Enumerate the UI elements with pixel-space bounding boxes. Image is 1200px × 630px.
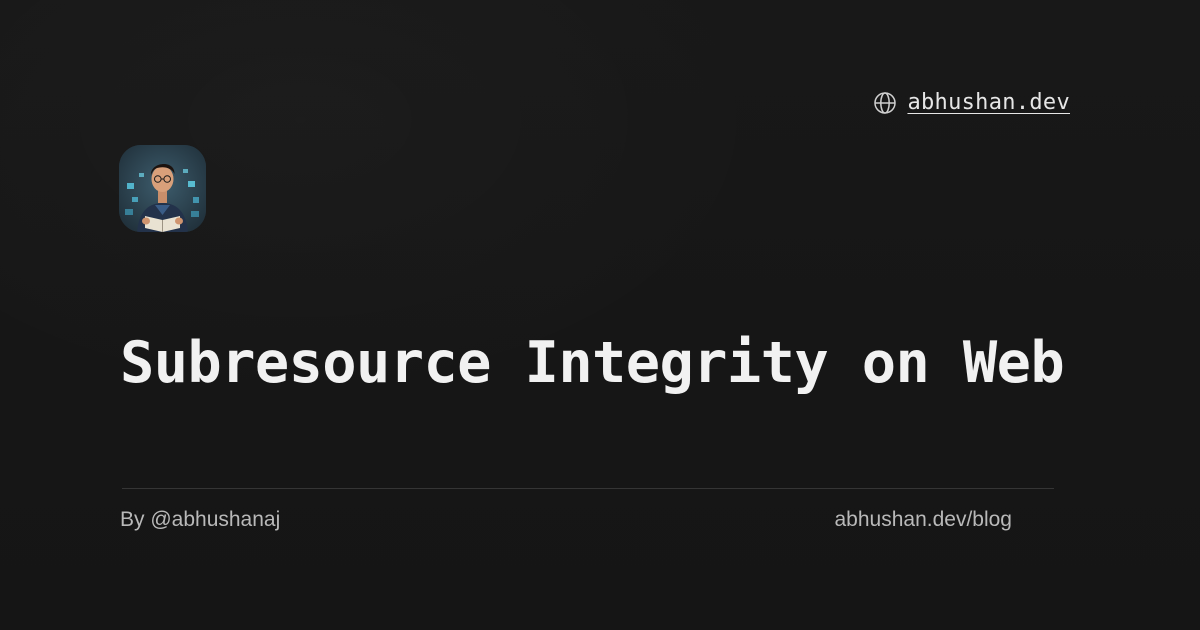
- author-handle: By @abhushanaj: [120, 508, 281, 531]
- avatar-illustration: [119, 145, 206, 232]
- post-title: Subresource Integrity on Web: [120, 330, 1065, 396]
- site-link-label: abhushan.dev: [907, 90, 1070, 115]
- divider: [122, 488, 1054, 489]
- globe-icon: [874, 91, 897, 114]
- blog-url: abhushan.dev/blog: [834, 508, 1013, 531]
- site-link[interactable]: abhushan.dev: [873, 90, 1070, 115]
- avatar: [119, 145, 206, 232]
